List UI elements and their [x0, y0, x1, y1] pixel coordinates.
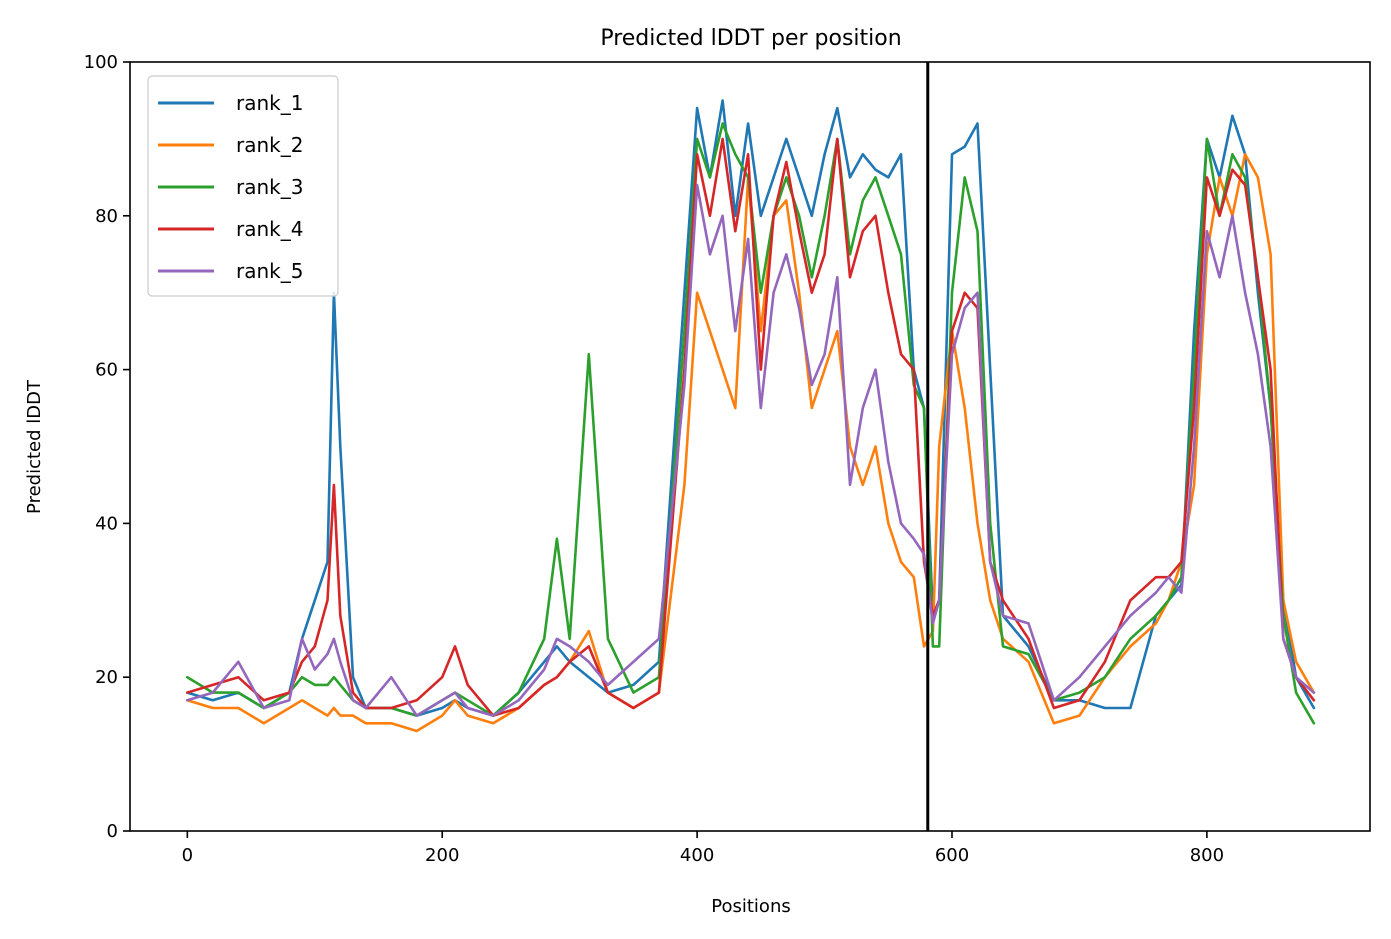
legend-label: rank_4: [236, 217, 303, 241]
legend-label: rank_3: [236, 175, 303, 199]
legend-box: [147, 75, 339, 297]
y-tick-label: 20: [95, 667, 118, 688]
x-axis-label: Positions: [711, 896, 790, 917]
x-tick-label: 800: [1190, 845, 1224, 866]
x-tick-label: 600: [935, 845, 969, 866]
plot-frame: [129, 61, 1371, 832]
y-tick-label: 60: [95, 360, 118, 381]
legend-label: rank_1: [236, 91, 303, 115]
series-line-rank-2: [186, 153, 1316, 733]
chart-title: Predicted lDDT per position: [600, 26, 901, 51]
x-tick-label: 0: [182, 845, 193, 866]
legend-label: rank_2: [236, 133, 303, 157]
y-tick-label: 100: [84, 52, 118, 73]
series-line-rank-4: [186, 137, 1316, 717]
plot-area: 0 200 400 600 800 0 20 40 60 80 100: [84, 52, 1371, 866]
y-tick-label: 0: [107, 821, 118, 842]
y-axis-label: Predicted lDDT: [24, 379, 45, 514]
y-tick-label: 40: [95, 513, 118, 534]
series-lines: [186, 99, 1316, 733]
x-tick-label: 200: [425, 845, 459, 866]
legend-label: rank_5: [236, 259, 303, 283]
series-line-rank-5: [186, 183, 1316, 717]
legend: rank_1 rank_2 rank_3 rank_4 rank_5: [147, 75, 339, 297]
y-tick-label: 80: [95, 206, 118, 227]
x-tick-label: 400: [680, 845, 714, 866]
